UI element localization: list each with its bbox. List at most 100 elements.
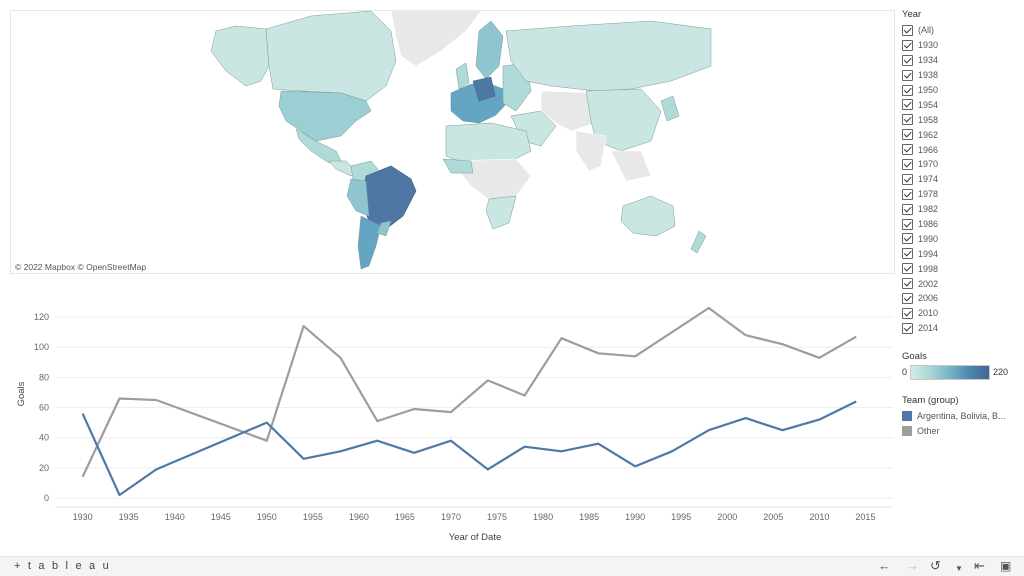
map-region-southern-africa[interactable] [485, 195, 517, 230]
year-filter-item[interactable]: 2002 [902, 276, 1020, 291]
year-checkbox[interactable] [902, 278, 913, 290]
goals-color-legend: Goals 0 220 [902, 350, 1020, 380]
year-checkbox[interactable] [902, 263, 913, 275]
map-region-australia[interactable] [620, 195, 676, 237]
year-checkbox[interactable] [902, 203, 913, 215]
year-checkbox[interactable] [902, 54, 913, 66]
year-checkbox[interactable] [902, 322, 913, 334]
y-tick-label: 80 [39, 372, 49, 382]
year-filter-label: 1966 [918, 144, 939, 155]
map-attribution: © 2022 Mapbox © OpenStreetMap [13, 262, 149, 272]
map-region-canada[interactable] [265, 11, 397, 102]
tableau-logo[interactable]: + t a b l e a u [14, 560, 111, 572]
x-tick-label: 1990 [625, 512, 645, 522]
map-region-india[interactable] [575, 130, 607, 172]
year-filter-item[interactable]: 1934 [902, 53, 1020, 68]
year-filter: Year (All) 1930 1934 1938 1950 1954 1958 1962 19… [902, 8, 1020, 336]
year-checkbox[interactable] [902, 233, 913, 245]
map-region-germany[interactable] [472, 76, 496, 102]
series-line-argentina-bolivia-group[interactable] [81, 400, 857, 497]
year-filter-item[interactable]: 1990 [902, 231, 1020, 246]
year-filter-item[interactable]: 1962 [902, 127, 1020, 142]
fullscreen-icon[interactable]: ▣ [1000, 559, 1012, 573]
map-region-new-zealand[interactable] [690, 230, 707, 254]
year-filter-item[interactable]: 1974 [902, 172, 1020, 187]
undo-icon[interactable]: ← [878, 558, 891, 573]
year-checkbox[interactable] [902, 218, 913, 230]
x-tick-label: 1975 [487, 512, 507, 522]
year-filter-label: 1950 [918, 85, 939, 95]
revert-dropdown-icon[interactable]: ▼ [955, 564, 963, 573]
year-filter-label: 2010 [918, 308, 939, 319]
year-checkbox[interactable] [902, 69, 913, 81]
map-region-uruguay-chile[interactable] [376, 220, 392, 237]
year-checkbox[interactable] [902, 292, 913, 304]
year-filter-item[interactable]: 1966 [902, 142, 1020, 157]
map-region-uk[interactable] [455, 62, 470, 90]
year-filter-label: 1958 [918, 114, 939, 125]
year-checkbox[interactable] [902, 188, 913, 200]
year-filter-item[interactable]: 1930 [902, 38, 1020, 53]
map-region-brazil[interactable] [360, 165, 417, 230]
series-line-other[interactable] [81, 306, 857, 478]
year-filter-item[interactable]: 1970 [902, 157, 1020, 172]
redo-icon[interactable]: → [906, 558, 919, 573]
goals-max-label: 220 [993, 367, 1009, 378]
map-region-russia[interactable] [505, 20, 712, 92]
year-filter-item[interactable]: 1978 [902, 187, 1020, 202]
goals-line-chart[interactable]: 0 20 40 60 80 100 120 1930 1935 1940 1945 1950 1955… [0, 285, 895, 553]
map-region-west-africa[interactable] [442, 158, 474, 174]
year-filter-item[interactable]: 1938 [902, 68, 1020, 83]
map-region-alaska[interactable] [210, 25, 270, 87]
year-filter-item[interactable]: 1994 [902, 246, 1020, 261]
year-filter-label: 1970 [918, 159, 939, 170]
y-tick-label: 120 [34, 312, 49, 322]
x-tick-label: 1945 [211, 512, 231, 522]
map-region-korea-japan[interactable] [660, 95, 680, 122]
year-checkbox[interactable] [902, 39, 913, 51]
year-filter-item[interactable]: 1950 [902, 83, 1020, 98]
year-checkbox[interactable] [902, 24, 913, 36]
year-filter-label: 1986 [918, 219, 939, 230]
y-tick-label: 0 [44, 493, 49, 503]
map-region-peru-bolivia[interactable] [346, 178, 370, 217]
year-filter-item[interactable]: 2006 [902, 291, 1020, 306]
map-region-scandinavia[interactable] [475, 20, 504, 80]
year-checkbox[interactable] [902, 173, 913, 185]
team-legend-item[interactable]: Other [902, 424, 1020, 439]
year-checkbox[interactable] [902, 158, 913, 170]
year-filter-item[interactable]: (All) [902, 23, 1020, 38]
map-region-usa[interactable] [278, 90, 372, 142]
year-filter-item[interactable]: 1954 [902, 97, 1020, 112]
map-region-north-africa[interactable] [445, 122, 532, 167]
map-region-greenland[interactable] [390, 11, 482, 67]
year-checkbox[interactable] [902, 99, 913, 111]
year-filter-item[interactable]: 1986 [902, 217, 1020, 232]
year-checkbox[interactable] [902, 248, 913, 260]
year-filter-item[interactable]: 1958 [902, 112, 1020, 127]
year-filter-item[interactable]: 1998 [902, 261, 1020, 276]
revert-icon[interactable]: ↺ [930, 558, 941, 573]
y-axis: 0 20 40 60 80 100 120 [34, 312, 49, 503]
goals-scale: 0 220 [902, 364, 1020, 380]
team-legend-item[interactable]: Argentina, Bolivia, B... [902, 409, 1020, 424]
year-filter-item[interactable]: 1982 [902, 202, 1020, 217]
year-checkbox[interactable] [902, 307, 913, 319]
world-map[interactable]: © 2022 Mapbox © OpenStreetMap [10, 10, 895, 274]
map-canvas[interactable] [11, 11, 895, 274]
reset-icon[interactable]: ⇤ [974, 558, 985, 573]
year-checkbox[interactable] [902, 114, 913, 126]
team-legend-label: Argentina, Bolivia, B... [917, 411, 1006, 422]
year-checkbox[interactable] [902, 129, 913, 141]
year-checkbox[interactable] [902, 144, 913, 156]
year-checkbox[interactable] [902, 84, 913, 96]
year-filter-item[interactable]: 2014 [902, 321, 1020, 336]
year-filter-title: Year [902, 9, 922, 20]
y-axis-label: Goals [16, 381, 27, 406]
legend-panel: Year (All) 1930 1934 1938 1950 1954 1958 1962 19… [902, 8, 1020, 548]
x-tick-label: 1970 [441, 512, 461, 522]
x-tick-label: 1955 [303, 512, 323, 522]
map-region-se-asia[interactable] [610, 150, 652, 182]
team-legend-title: Team (group) [902, 394, 959, 406]
year-filter-item[interactable]: 2010 [902, 306, 1020, 321]
